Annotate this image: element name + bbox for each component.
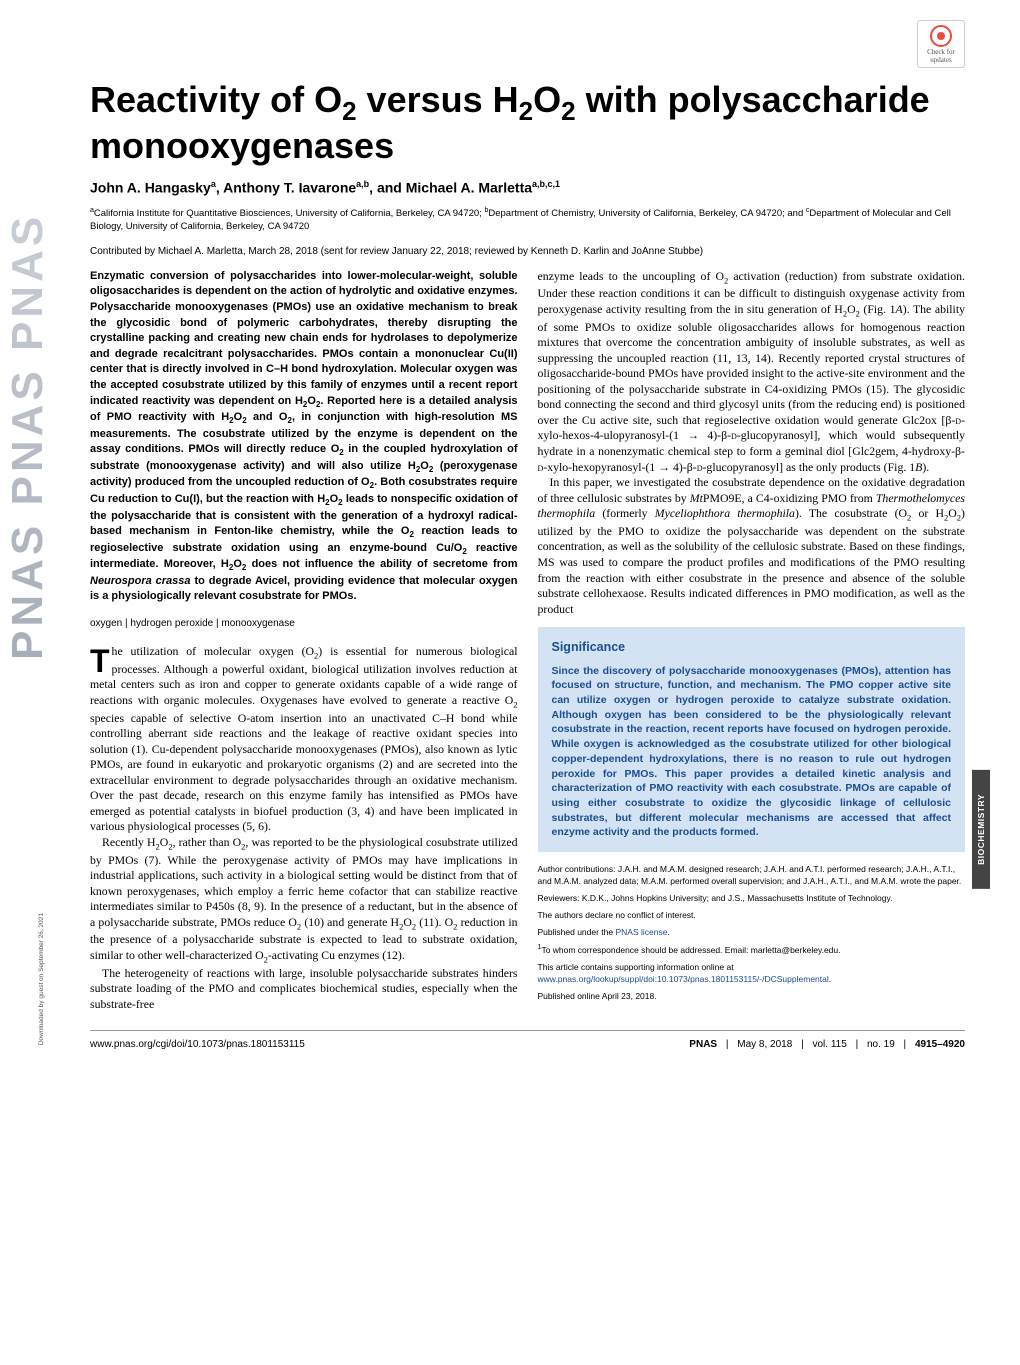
body-paragraph: The heterogeneity of reactions with larg… — [90, 966, 518, 1013]
footer-doi: www.pnas.org/cgi/doi/10.1073/pnas.180115… — [90, 1039, 305, 1050]
page-footer: www.pnas.org/cgi/doi/10.1073/pnas.180115… — [90, 1030, 965, 1050]
footer-number: no. 19 — [867, 1039, 895, 1050]
significance-body: Since the discovery of polysaccharide mo… — [552, 664, 952, 840]
footnote: 1To whom correspondence should be addres… — [538, 943, 966, 957]
significance-box: Significance Since the discovery of poly… — [538, 627, 966, 852]
dropcap: T — [90, 644, 112, 676]
footnote: This article contains supporting informa… — [538, 962, 966, 986]
body-text-right: enzyme leads to the uncoupling of O2 act… — [538, 269, 966, 617]
check-updates-label-1: Check for — [927, 48, 955, 56]
footnote: Reviewers: K.D.K., Johns Hopkins Univers… — [538, 893, 966, 905]
body-paragraph: Recently H2O2, rather than O2, was repor… — [90, 835, 518, 966]
footnotes: Author contributions: J.A.H. and M.A.M. … — [538, 864, 966, 1003]
footer-right: PNAS | May 8, 2018 | vol. 115 | no. 19 |… — [689, 1039, 965, 1050]
col2-para-2: In this paper, we investigated the cosub… — [538, 475, 966, 617]
body-text-left: The utilization of molecular oxygen (O2)… — [90, 644, 518, 1012]
check-updates-icon — [929, 24, 953, 48]
significance-title: Significance — [552, 639, 952, 656]
authors: John A. Hangaskya, Anthony T. Iavaronea,… — [90, 179, 965, 196]
check-updates-badge[interactable]: Check for updates — [917, 20, 965, 68]
right-column: enzyme leads to the uncoupling of O2 act… — [538, 269, 966, 1012]
footnote: Published online April 23, 2018. — [538, 991, 966, 1003]
body-paragraph: The utilization of molecular oxygen (O2)… — [90, 644, 518, 835]
col2-para-1: enzyme leads to the uncoupling of O2 act… — [538, 269, 966, 475]
affiliations: aCalifornia Institute for Quantitative B… — [90, 206, 965, 234]
article-title: Reactivity of O2 versus H2O2 with polysa… — [90, 80, 965, 165]
footnote: Author contributions: J.A.H. and M.A.M. … — [538, 864, 966, 888]
check-updates-label-2: updates — [930, 56, 951, 64]
footnote: The authors declare no conflict of inter… — [538, 910, 966, 922]
footer-journal: PNAS — [689, 1039, 717, 1050]
abstract: Enzymatic conversion of polysaccharides … — [90, 269, 518, 605]
contributed-line: Contributed by Michael A. Marletta, Marc… — [90, 246, 965, 257]
footer-pages: 4915–4920 — [915, 1039, 965, 1050]
footnote: Published under the PNAS license. — [538, 927, 966, 939]
footer-volume: vol. 115 — [812, 1039, 846, 1050]
footer-date: May 8, 2018 — [737, 1039, 792, 1050]
left-column: Enzymatic conversion of polysaccharides … — [90, 269, 518, 1012]
keywords: oxygen | hydrogen peroxide | monooxygena… — [90, 617, 518, 630]
